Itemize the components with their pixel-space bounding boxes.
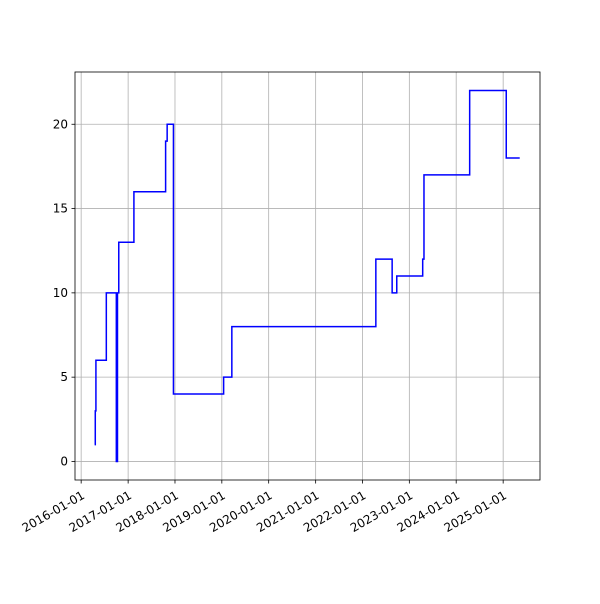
- y-tick-label: 5: [60, 370, 68, 384]
- y-tick-label: 0: [60, 454, 68, 468]
- plot-frame: [74, 71, 541, 481]
- data-line: [94, 89, 520, 463]
- y-tick-label: 10: [53, 286, 68, 300]
- y-tick-label: 20: [53, 117, 68, 131]
- y-tick-label: 15: [53, 202, 68, 216]
